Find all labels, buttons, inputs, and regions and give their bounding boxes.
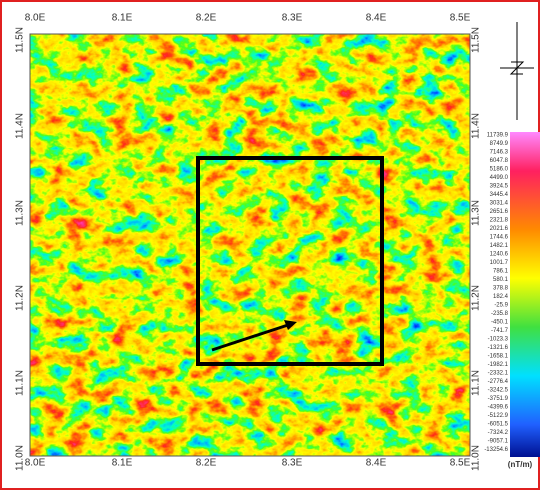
legend-label: -5122.9 [488,413,509,419]
legend-label: -3751.9 [488,396,509,402]
legend-label: 7146.3 [490,150,509,156]
y-label-left: 11.4N [15,113,26,139]
colorbar [510,132,540,457]
legend-label: -1321.6 [488,345,509,351]
x-label-top: 8.5E [450,13,471,24]
x-label-top: 8.0E [25,13,46,24]
legend-label: 1240.6 [490,252,509,258]
legend-label: -4399.6 [488,405,509,411]
y-label-right: 11.4N [471,113,482,139]
legend-label: 378.8 [493,286,509,292]
legend-label: 786.1 [493,269,509,275]
legend-label: -6051.5 [488,422,509,428]
legend-label: -2332.1 [488,371,509,377]
y-label-right: 11.1N [471,370,482,396]
legend-label: -25.9 [494,303,508,309]
y-label-left: 11.3N [15,200,26,226]
y-label-left: 11.1N [15,370,26,396]
legend-label: -741.7 [491,328,509,334]
legend-label: 4499.0 [490,175,509,181]
legend-label: 1482.1 [490,243,509,249]
magnetic-map [30,34,470,456]
x-label-top: 8.2E [196,13,217,24]
legend-label: -13254.6 [484,447,508,453]
legend-label: 2321.8 [490,218,509,224]
y-label-right: 11.0N [471,445,482,471]
legend-label: -2776.4 [488,379,509,385]
legend-label: 3924.5 [490,184,509,190]
legend-unit: (nT/m) [508,460,533,469]
legend-label: 580.1 [493,277,509,283]
x-label-bottom: 8.5E [450,458,471,469]
x-label-bottom: 8.4E [366,458,387,469]
y-label-right: 11.3N [471,200,482,226]
legend-label: 5186.0 [490,167,509,173]
map-figure: (nT/m) 8.0E 8.1E 8.2E 8.3E 8.4E 8.5E 8.0E 8.1E 8… [0,0,540,490]
legend-label: -1023.3 [488,337,509,343]
legend-label: -1658.1 [488,354,509,360]
x-label-bottom: 8.1E [112,458,133,469]
x-label-top: 8.3E [282,13,303,24]
legend-label: 182.4 [493,294,509,300]
y-label-right: 11.2N [471,285,482,311]
legend-label: 1001.7 [490,260,509,266]
legend-label: -235.8 [491,311,509,317]
legend-label: 6047.8 [490,158,509,164]
legend-label: 11739.9 [487,133,509,139]
legend-label: 3445.4 [490,192,509,198]
x-label-top: 8.1E [112,13,133,24]
legend-label: 8749.9 [490,141,509,147]
legend-label: 2651.6 [490,209,509,215]
legend-label: -450.1 [491,320,509,326]
x-label-bottom: 8.3E [282,458,303,469]
y-label-left: 11.5N [15,27,26,53]
legend-label: -7324.2 [488,430,509,436]
legend-label: 1744.6 [490,235,509,241]
north-arrow [500,22,534,120]
legend-label: -3242.5 [488,388,509,394]
legend-label: 2021.6 [490,226,509,232]
legend-label: -1982.1 [488,362,509,368]
legend-label: -9057.1 [488,439,509,445]
y-label-left: 11.0N [15,445,26,471]
x-label-bottom: 8.2E [196,458,217,469]
x-label-bottom: 8.0E [25,458,46,469]
x-label-top: 8.4E [366,13,387,24]
legend-label: 3031.4 [490,201,509,207]
y-label-right: 11.5N [471,27,482,53]
y-label-left: 11.2N [15,285,26,311]
